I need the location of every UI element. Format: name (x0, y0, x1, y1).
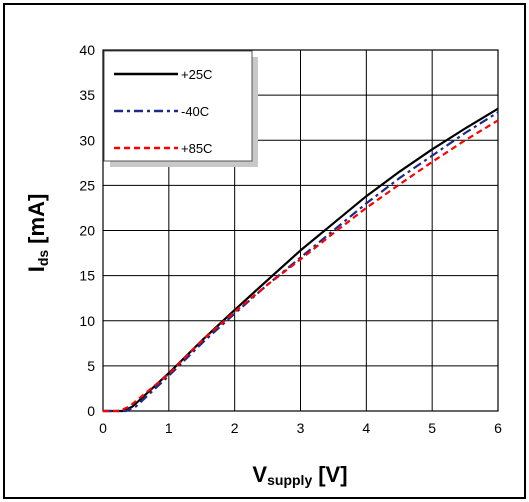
x-tick-label: 6 (494, 420, 502, 436)
x-tick-label: 0 (99, 420, 107, 436)
series-line-85C (103, 119, 499, 413)
x-tick-label: 3 (297, 420, 305, 436)
legend-box (103, 50, 253, 162)
y-tick-label: 40 (79, 42, 95, 58)
series-lines (103, 107, 499, 413)
y-tick-label: 25 (79, 177, 95, 193)
y-tick-label: 10 (79, 313, 95, 329)
y-tick-label: 15 (79, 268, 95, 284)
chart-frame (3, 3, 526, 499)
y-tick-label: 35 (79, 87, 95, 103)
y-tick-label: 20 (79, 223, 95, 239)
legend-label: +25C (181, 67, 212, 82)
legend-label: -40C (181, 104, 209, 119)
x-tick-label: 4 (362, 420, 370, 436)
plot-area-border (102, 49, 499, 412)
legend: +25C -40C +85C (103, 50, 258, 167)
x-tick-label: 1 (165, 420, 173, 436)
y-tick-label: 30 (79, 132, 95, 148)
y-tick-label: 0 (87, 403, 95, 419)
x-tick-label: 5 (428, 420, 436, 436)
legend-label: +85C (181, 141, 212, 156)
series-line-25C (103, 107, 499, 413)
y-axis-label: Ids[mA] (24, 194, 51, 273)
tick-labels: 0 1 2 3 4 5 6 0 5 10 15 20 25 30 35 40 (79, 42, 502, 436)
grid (102, 49, 499, 412)
x-axis-label: Vsupply [V] (252, 462, 347, 488)
y-tick-label: 5 (87, 358, 95, 374)
x-tick-label: 2 (231, 420, 239, 436)
